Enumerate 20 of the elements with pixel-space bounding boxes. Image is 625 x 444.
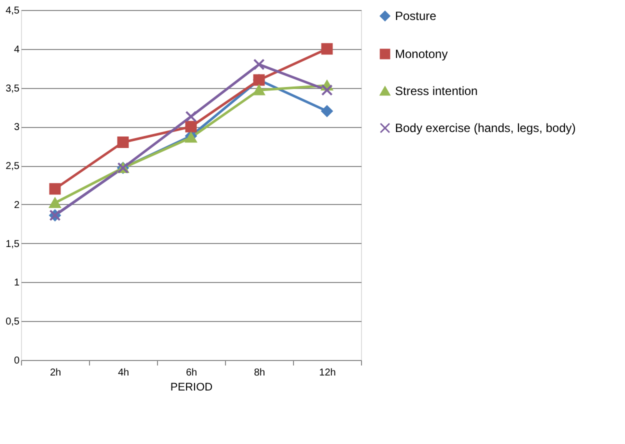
x-tick-label: 2h	[50, 368, 62, 378]
legend-label: Body exercise (hands, legs, body)	[395, 121, 576, 135]
legend-label: Monotony	[395, 47, 448, 61]
y-tick-label: 1,5	[6, 238, 20, 250]
y-tick-label: 1	[14, 278, 20, 289]
y-tick-label: 0	[14, 356, 20, 366]
legend-label: Posture	[395, 9, 437, 23]
x-tick-label: 12h	[319, 368, 336, 378]
x-tick-label: 6h	[186, 368, 198, 378]
y-tick-label: 4	[14, 44, 20, 56]
x-tick-label: 4h	[118, 368, 130, 378]
y-tick-label: 2,5	[6, 161, 20, 172]
y-tick-label: 4,5	[6, 6, 20, 16]
y-tick-label: 3,5	[6, 83, 20, 94]
y-tick-label: 2	[14, 200, 20, 211]
y-tick-label: 3	[14, 122, 20, 134]
x-tick-label: 8h	[254, 368, 266, 378]
legend-label: Stress intention	[395, 84, 478, 98]
x-axis-title: PERIOD	[170, 382, 213, 394]
y-tick-label: 0,5	[6, 316, 20, 328]
